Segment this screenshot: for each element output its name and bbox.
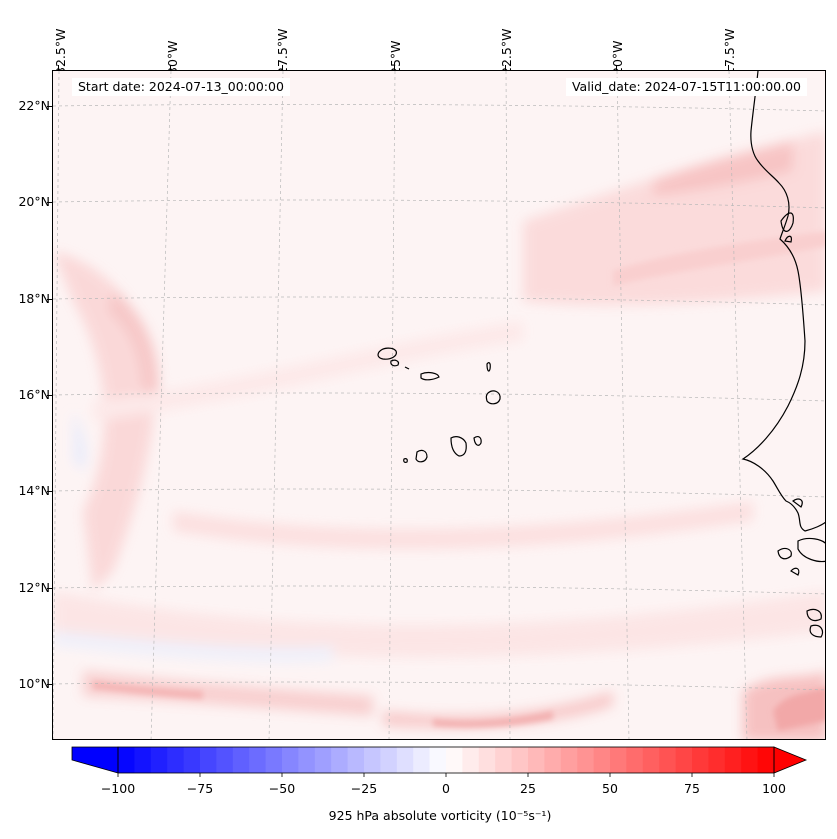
colorbar-cell: [626, 747, 644, 773]
colorbar-tick-label: −100: [100, 781, 136, 796]
lon-tick: [505, 65, 506, 70]
colorbar-cell: [577, 747, 595, 773]
colorbar-cell: [741, 747, 759, 773]
colorbar-tick-label: −50: [268, 781, 296, 796]
colorbar-cell: [265, 747, 283, 773]
colorbar-cell: [249, 747, 267, 773]
colorbar-ticks: [117, 773, 775, 777]
coastline: [741, 71, 825, 638]
cape-verde-islands: [377, 347, 501, 463]
vorticity-field: [53, 71, 825, 739]
colorbar-cell: [134, 747, 152, 773]
gridlines: [53, 71, 825, 739]
colorbar-cell: [396, 747, 414, 773]
colorbar-cell: [331, 747, 349, 773]
colorbar-tick-label: −25: [350, 781, 378, 796]
lat-label-20n: 20°N: [18, 194, 50, 209]
colorbar-cell: [560, 747, 578, 773]
lat-tick: [47, 395, 52, 396]
colorbar-tick-label: 75: [684, 781, 700, 796]
colorbar-cell: [642, 747, 660, 773]
colorbar-tick-label: 100: [762, 781, 786, 796]
lat-tick: [47, 491, 52, 492]
lat-label-16n: 16°N: [18, 387, 50, 402]
colorbar-cell: [183, 747, 201, 773]
lat-tick: [47, 588, 52, 589]
colorbar-cell: [462, 747, 480, 773]
colorbar-cell: [347, 747, 365, 773]
lon-label-22-5w: 22.5°W: [499, 28, 514, 75]
valid-date-label: Valid_date: 2024-07-15T11:00:00.00: [565, 78, 807, 96]
colorbar-cell: [659, 747, 677, 773]
colorbar-extend-min: [71, 746, 119, 774]
colorbar-extend-max: [773, 746, 808, 774]
lon-tick: [282, 65, 283, 70]
colorbar-cell: [429, 747, 447, 773]
lat-tick: [47, 202, 52, 203]
lon-label-17-5w: 17.5°W: [722, 28, 737, 75]
colorbar-cell: [118, 747, 135, 773]
colorbar-cell: [478, 747, 496, 773]
colorbar-cell: [298, 747, 316, 773]
start-date-label: Start date: 2024-07-13_00:00:00: [72, 78, 290, 96]
vorticity-map[interactable]: [52, 70, 826, 740]
lat-tick: [47, 299, 52, 300]
lon-tick: [170, 65, 171, 70]
lat-label-12n: 12°N: [18, 580, 50, 595]
lat-label-14n: 14°N: [18, 483, 50, 498]
colorbar-cell: [232, 747, 250, 773]
colorbar-cell: [495, 747, 513, 773]
colorbar-cell: [446, 747, 463, 773]
colorbar-cell: [413, 747, 431, 773]
map-canvas: [53, 71, 825, 739]
colorbar-cell: [380, 747, 398, 773]
lat-tick: [47, 106, 52, 107]
colorbar-cell: [511, 747, 529, 773]
colorbar-cell: [610, 747, 627, 773]
colorbar-cell: [675, 747, 693, 773]
lon-tick: [394, 65, 395, 70]
colorbar-cell: [216, 747, 234, 773]
colorbar-cell: [200, 747, 217, 773]
lat-label-10n: 10°N: [18, 676, 50, 691]
colorbar-cell: [364, 747, 381, 773]
colorbar-tick-label: 0: [442, 781, 450, 796]
colorbar: [71, 746, 808, 777]
colorbar-tick-label: 25: [520, 781, 536, 796]
lat-label-18n: 18°N: [18, 291, 50, 306]
colorbar-cell: [544, 747, 562, 773]
colorbar-cell: [708, 747, 726, 773]
colorbar-cell: [528, 747, 545, 773]
colorbar-cell: [167, 747, 185, 773]
lon-tick: [616, 65, 617, 70]
lon-tick: [58, 65, 59, 70]
colorbar-tick-label: −75: [186, 781, 214, 796]
colorbar-cell: [150, 747, 168, 773]
colorbar-cell: [757, 747, 775, 773]
lon-label-32-5w: 32.5°W: [53, 28, 68, 75]
colorbar-cell: [692, 747, 709, 773]
lat-tick: [47, 684, 52, 685]
colorbar-label: 925 hPa absolute vorticity (10⁻⁵s⁻¹): [328, 808, 552, 823]
colorbar-tick-label: 50: [602, 781, 618, 796]
colorbar-cell: [593, 747, 611, 773]
colorbar-cells: [118, 747, 775, 773]
colorbar-cell: [724, 747, 742, 773]
lat-label-22n: 22°N: [18, 98, 50, 113]
colorbar-cell: [282, 747, 299, 773]
colorbar-cell: [314, 747, 332, 773]
lon-tick: [728, 65, 729, 70]
